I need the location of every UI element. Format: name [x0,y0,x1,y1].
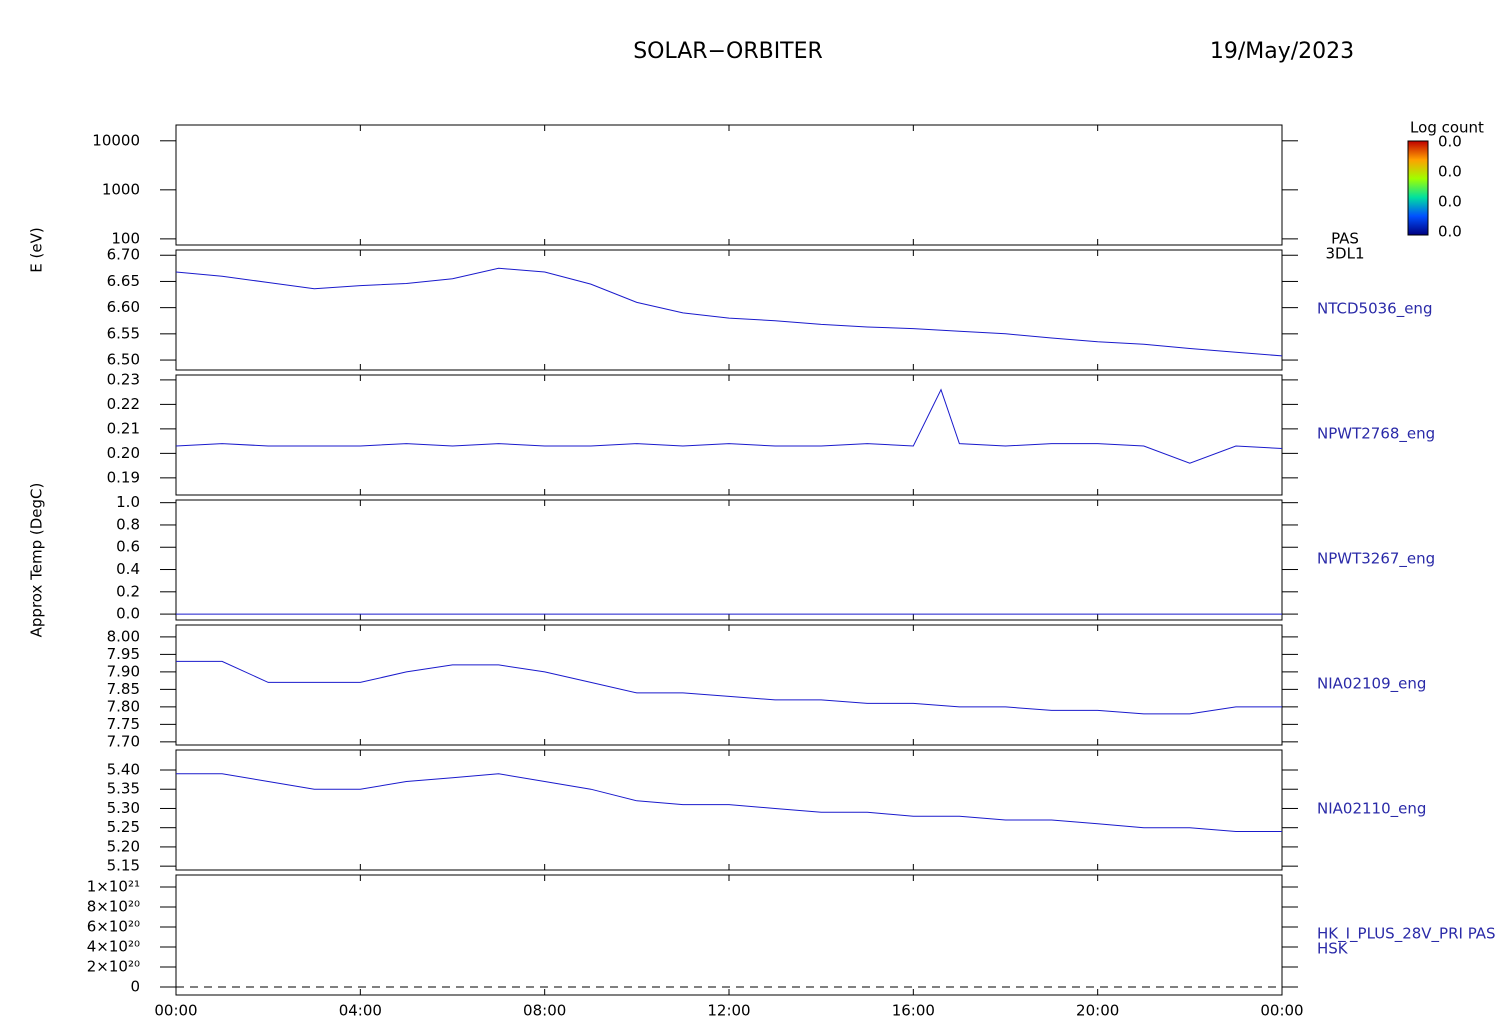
y-tick-label: 7.75 [107,715,140,733]
right-label: NIA02109_eng [1317,675,1426,694]
panel-frame [175,874,1283,996]
panel-frame [175,249,1283,371]
y-tick-label: 5.25 [107,818,140,836]
right-label: HSK [1317,940,1349,958]
y-tick-label: 7.80 [107,697,140,715]
panel-frame [175,749,1283,871]
y-tick-label: 6.65 [107,272,140,290]
y-tick-label: 0.2 [116,582,140,600]
y-tick-label: 1×10²¹ [87,878,140,896]
y-tick-label: 0.6 [116,538,140,556]
y-axis-label: Approx Temp (DegC) [28,483,46,638]
y-axis-label: E (eV) [28,227,46,272]
data-line [176,660,1282,715]
y-tick-label: 5.40 [107,761,140,779]
right-label: NPWT2768_eng [1317,425,1435,444]
y-tick-label: 6.50 [107,351,140,369]
data-line [176,773,1282,832]
y-tick-label: 0.19 [107,468,140,486]
x-tick-label: 00:00 [154,1002,197,1020]
y-tick-label: 7.90 [107,662,140,680]
data-line [175,267,1283,357]
title: SOLAR−ORBITER [633,39,823,64]
y-tick-label: 5.20 [107,837,140,855]
y-tick-label: 6.70 [107,246,140,264]
colorbar-tick-label: 0.0 [1438,223,1462,241]
x-tick-label: 16:00 [892,1002,935,1020]
y-tick-label: 8.00 [107,627,140,645]
y-tick-label: 1.0 [116,493,140,511]
y-tick-label: 5.15 [107,857,140,875]
y-tick-label: 0 [130,978,140,996]
y-tick-label: 0.20 [107,444,140,462]
x-tick-label: 08:00 [523,1002,566,1020]
colorbar-tick-label: 0.0 [1438,163,1462,181]
x-tick-label: 04:00 [339,1002,382,1020]
y-tick-label: 0.23 [107,370,140,388]
y-tick-label: 8×10²⁰ [87,898,140,916]
x-tick-label: 12:00 [707,1002,750,1020]
y-tick-label: 0.22 [107,395,140,413]
y-tick-label: 6×10²⁰ [87,918,140,936]
right-label: PAS [1331,230,1359,248]
y-tick-label: 2×10²⁰ [87,958,140,976]
right-label: HK_I_PLUS_28V_PRI PAS [1317,925,1496,944]
right-label: NIA02110_eng [1317,800,1426,819]
panel-frame [175,499,1283,621]
y-tick-label: 4×10²⁰ [87,938,140,956]
y-tick-label: 7.85 [107,680,140,698]
y-tick-label: 5.35 [107,780,140,798]
y-tick-label: 10000 [92,131,140,149]
y-tick-label: 5.30 [107,799,140,817]
right-label: NPWT3267_eng [1317,550,1435,569]
y-tick-label: 6.55 [107,324,140,342]
panel-frame [175,374,1283,496]
y-tick-label: 1000 [102,180,140,198]
colorbar-tick-label: 0.0 [1438,133,1462,151]
date: 19/May/2023 [1210,39,1354,64]
x-tick-label: 00:00 [1260,1002,1303,1020]
y-tick-label: 100 [111,229,140,247]
data-line [175,388,1283,464]
colorbar-tick-label: 0.0 [1438,193,1462,211]
right-label: NTCD5036_eng [1317,300,1432,319]
y-tick-label: 7.70 [107,732,140,750]
colorbar [1407,140,1429,236]
y-tick-label: 6.60 [107,298,140,316]
panel-frame [175,624,1283,746]
y-tick-label: 0.4 [116,560,140,578]
x-tick-label: 20:00 [1076,1002,1119,1020]
right-label: 3DL1 [1326,245,1365,263]
y-tick-label: 7.95 [107,645,140,663]
panel-frame [175,124,1283,246]
y-tick-label: 0.21 [107,419,140,437]
y-tick-label: 0.8 [116,515,140,533]
colorbar-label: Log count [1410,119,1484,137]
y-tick-label: 0.0 [116,605,140,623]
